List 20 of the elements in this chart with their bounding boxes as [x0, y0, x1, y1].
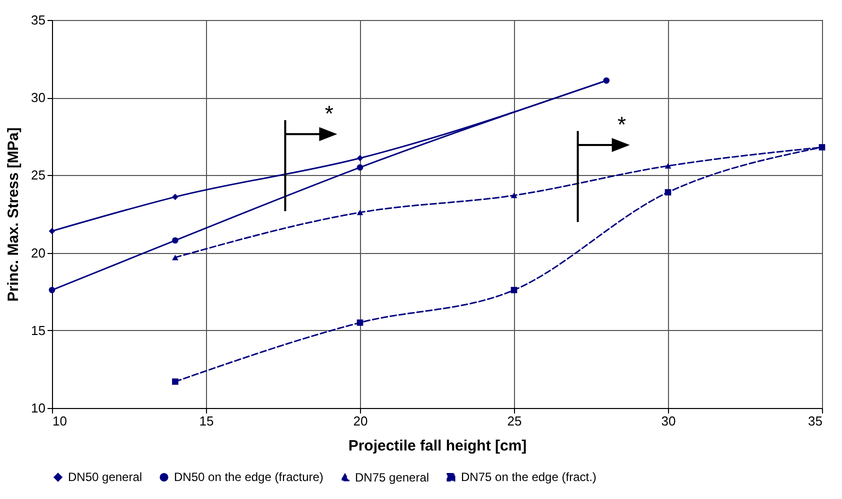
legend-label: DN75 general — [355, 470, 430, 484]
legend-label: DN75 on the edge (fract.) — [461, 470, 596, 484]
x-tick-label: 10 — [52, 414, 67, 428]
legend-label: DN50 on the edge (fracture) — [174, 470, 324, 484]
x-tick-label: 35 — [808, 414, 822, 428]
y-tick-label: 15 — [31, 322, 46, 338]
legend-label: DN50 general — [68, 470, 142, 484]
x-axis-title: Projectile fall height [cm] — [348, 438, 527, 454]
annotation: * — [324, 101, 334, 126]
y-axis-title: Princ. Max. Stress [MPa] — [5, 127, 22, 302]
y-tick-label: 20 — [31, 245, 46, 260]
x-tick-label: 15 — [199, 414, 214, 428]
x-tick-label: 25 — [507, 414, 522, 428]
y-tick-label: 10 — [31, 400, 46, 416]
x-tick-label: 20 — [353, 414, 368, 428]
annotation: * — [618, 112, 627, 137]
y-tick-label: 25 — [31, 168, 46, 183]
y-tick-label: 35 — [31, 12, 46, 28]
y-tick-label: 30 — [31, 90, 46, 106]
x-tick-label: 30 — [661, 414, 676, 428]
